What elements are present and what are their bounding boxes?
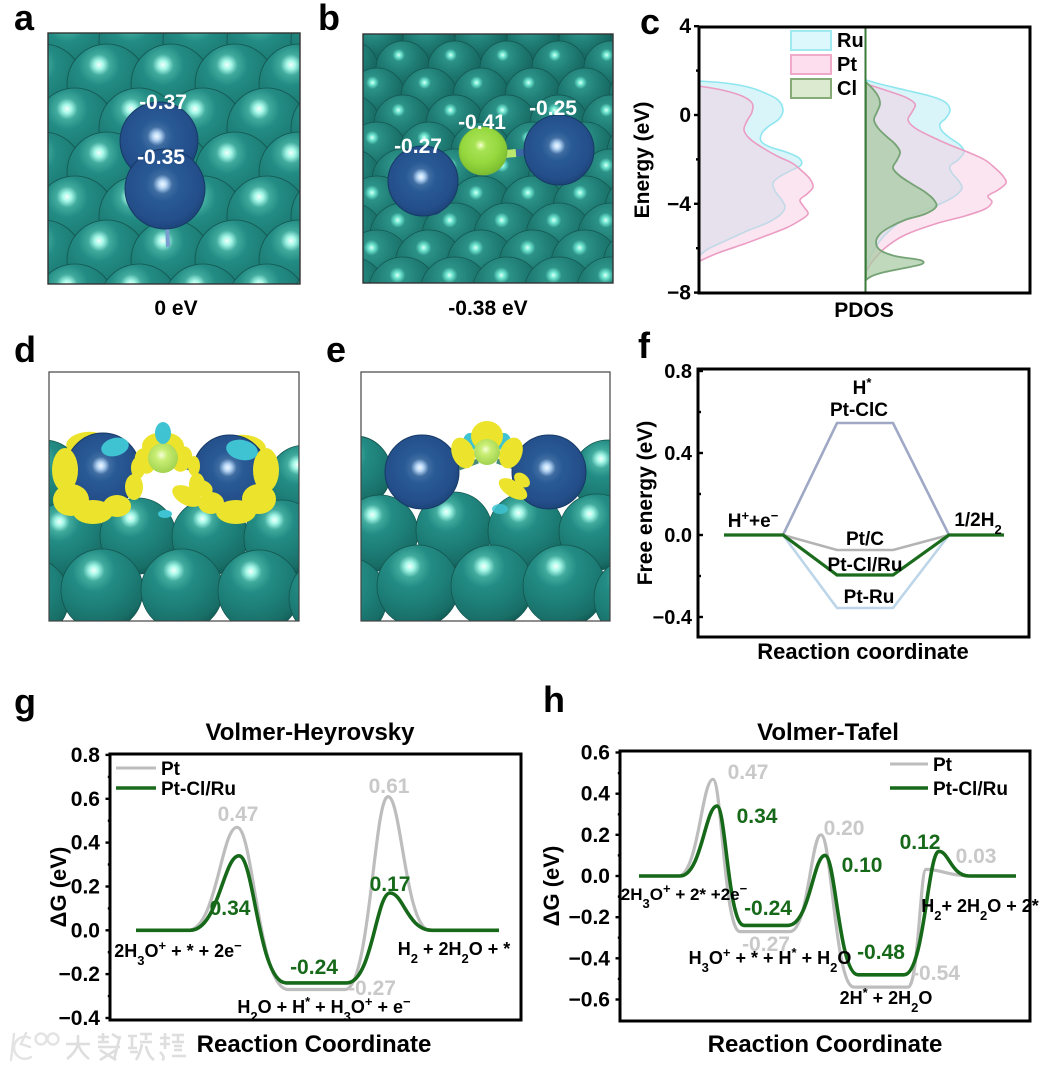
- svg-text:0.8: 0.8: [664, 361, 692, 383]
- svg-text:0.17: 0.17: [370, 873, 411, 896]
- svg-text:a: a: [14, 0, 35, 38]
- svg-text:0.0: 0.0: [71, 919, 100, 942]
- svg-text:Free energy (eV): Free energy (eV): [634, 421, 657, 586]
- svg-text:Pt-ClC: Pt-ClC: [830, 400, 888, 421]
- svg-text:-0.25: -0.25: [529, 97, 577, 120]
- svg-text:PDOS: PDOS: [834, 299, 894, 322]
- svg-text:Reaction coordinate: Reaction coordinate: [757, 639, 968, 664]
- svg-text:ΔG (eV): ΔG (eV): [46, 847, 71, 928]
- svg-text:0.4: 0.4: [664, 443, 693, 465]
- svg-text:Pt-Cl/Ru: Pt-Cl/Ru: [933, 779, 1008, 800]
- svg-text:Volmer-Heyrovsky: Volmer-Heyrovsky: [206, 719, 416, 746]
- svg-text:−0.4: −0.4: [653, 607, 693, 629]
- svg-text:-0.38 eV: -0.38 eV: [448, 297, 527, 320]
- svg-text:ΔG (eV): ΔG (eV): [539, 846, 564, 927]
- svg-text:0.47: 0.47: [728, 761, 769, 784]
- svg-text:0 eV: 0 eV: [154, 297, 197, 320]
- svg-text:-0.35: -0.35: [137, 146, 185, 169]
- svg-text:−4: −4: [667, 193, 691, 216]
- svg-text:0.12: 0.12: [900, 831, 941, 854]
- svg-text:c: c: [640, 1, 660, 42]
- svg-text:-0.27: -0.27: [742, 933, 790, 956]
- svg-text:0.4: 0.4: [71, 832, 101, 855]
- svg-text:e: e: [326, 329, 346, 370]
- svg-text:g: g: [14, 681, 36, 722]
- svg-text:Pt: Pt: [161, 759, 181, 780]
- svg-text:b: b: [318, 0, 340, 38]
- svg-text:0.0: 0.0: [581, 865, 610, 888]
- svg-text:-0.27: -0.27: [394, 135, 442, 158]
- svg-text:Pt-Cl/Ru: Pt-Cl/Ru: [828, 555, 903, 576]
- svg-text:0.6: 0.6: [71, 788, 100, 811]
- svg-text:0.20: 0.20: [824, 817, 865, 840]
- svg-text:0.4: 0.4: [581, 783, 611, 806]
- svg-text:-0.41: -0.41: [458, 111, 506, 134]
- svg-text:Pt/C: Pt/C: [846, 529, 884, 550]
- svg-text:0.61: 0.61: [369, 775, 410, 798]
- svg-text:Cl: Cl: [837, 78, 857, 100]
- svg-text:-0.24: -0.24: [744, 897, 792, 920]
- svg-text:−0.4: −0.4: [59, 1007, 101, 1030]
- svg-text:Energy (eV): Energy (eV): [631, 102, 654, 219]
- svg-text:h: h: [543, 679, 565, 720]
- svg-text:0.0: 0.0: [664, 525, 692, 547]
- svg-text:0.34: 0.34: [210, 897, 251, 920]
- svg-text:f: f: [638, 325, 651, 366]
- svg-text:-0.48: -0.48: [857, 941, 905, 964]
- svg-text:Pt: Pt: [837, 54, 857, 76]
- svg-text:−0.6: −0.6: [569, 988, 610, 1011]
- svg-text:−8: −8: [667, 282, 691, 305]
- svg-text:H++e−: H++e−: [728, 508, 779, 533]
- svg-text:0.47: 0.47: [218, 803, 259, 826]
- svg-text:Pt-Cl/Ru: Pt-Cl/Ru: [161, 779, 236, 800]
- svg-text:0.8: 0.8: [71, 744, 101, 767]
- svg-text:Reaction Coordinate: Reaction Coordinate: [197, 1031, 432, 1058]
- svg-text:−0.4: −0.4: [569, 947, 611, 970]
- svg-text:0.03: 0.03: [956, 845, 997, 868]
- svg-text:-0.27: -0.27: [348, 977, 396, 1000]
- svg-text:0.2: 0.2: [581, 824, 610, 847]
- svg-text:Ru: Ru: [837, 30, 864, 52]
- svg-text:Pt: Pt: [933, 755, 953, 776]
- svg-text:Volmer-Tafel: Volmer-Tafel: [757, 719, 899, 746]
- svg-text:Pt-Ru: Pt-Ru: [844, 587, 895, 608]
- svg-text:0: 0: [679, 104, 691, 127]
- svg-text:-0.24: -0.24: [290, 956, 338, 979]
- svg-text:-0.54: -0.54: [912, 962, 960, 985]
- svg-text:−0.2: −0.2: [569, 906, 610, 929]
- svg-text:4: 4: [679, 15, 691, 38]
- svg-text:d: d: [14, 329, 36, 370]
- svg-text:-0.37: -0.37: [139, 91, 187, 114]
- svg-text:0.2: 0.2: [71, 875, 100, 898]
- svg-text:0.34: 0.34: [737, 805, 778, 828]
- svg-text:−0.2: −0.2: [59, 963, 100, 986]
- svg-text:Reaction Coordinate: Reaction Coordinate: [708, 1031, 943, 1058]
- svg-text:0.6: 0.6: [581, 742, 610, 765]
- svg-text:0.10: 0.10: [842, 854, 883, 877]
